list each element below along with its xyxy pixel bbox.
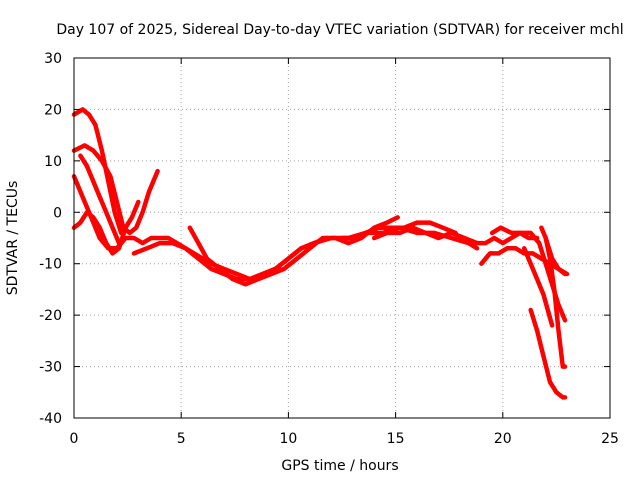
x-tick-label: 5 bbox=[177, 431, 186, 447]
y-tick-label: 20 bbox=[44, 102, 62, 118]
y-tick-label: -30 bbox=[39, 360, 62, 376]
y-tick-label: -40 bbox=[39, 411, 62, 427]
x-axis-label: GPS time / hours bbox=[281, 458, 398, 474]
series-line-4 bbox=[71, 199, 141, 256]
x-tick-label: 10 bbox=[279, 431, 297, 447]
series-line-5 bbox=[78, 153, 122, 246]
series-line-2 bbox=[71, 143, 160, 236]
series-line-9 bbox=[371, 225, 540, 246]
axis-layer: 0 5 10 15 20 25 -40 -30 -20 -10 0 10 20 30 bbox=[39, 51, 619, 447]
series-line-14 bbox=[521, 246, 555, 328]
series-line-15 bbox=[543, 235, 568, 277]
plot-frame bbox=[73, 57, 611, 419]
series-layer bbox=[71, 107, 570, 400]
x-tick-label: 20 bbox=[494, 431, 512, 447]
series-line-8 bbox=[339, 220, 458, 241]
chart-title: Day 107 of 2025, Sidereal Day-to-day VTE… bbox=[56, 22, 623, 38]
grid-layer bbox=[74, 58, 610, 418]
y-tick-label: 0 bbox=[53, 205, 62, 221]
y-tick-label: -20 bbox=[39, 308, 62, 324]
y-tick-label: -10 bbox=[39, 257, 62, 273]
y-axis-label: SDTVAR / TECUs bbox=[5, 181, 21, 296]
x-tick-label: 0 bbox=[70, 431, 79, 447]
series-line-7 bbox=[187, 215, 400, 287]
x-tick-label: 25 bbox=[601, 431, 619, 447]
series-line-12 bbox=[528, 307, 568, 400]
y-tick-label: 10 bbox=[44, 154, 62, 170]
x-tick-label: 15 bbox=[387, 431, 405, 447]
series-line-1 bbox=[71, 107, 124, 236]
y-tick-label: 30 bbox=[44, 51, 62, 67]
